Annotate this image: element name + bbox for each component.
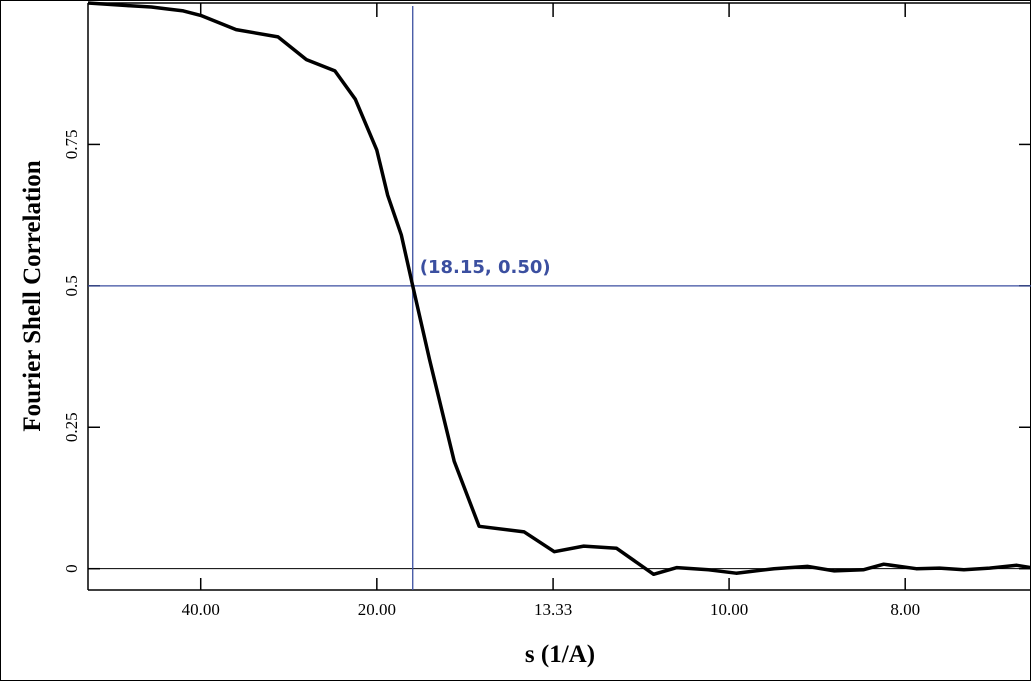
fsc-curve [87,1,1031,577]
x-tick-label: 20.00 [358,600,396,619]
x-tick-label: 40.00 [182,600,220,619]
y-tick-label: 0 [62,564,81,573]
y-ticks: 0 0.25 0.5 0.75 [62,130,1031,573]
plot-area [87,2,1031,591]
reference-lines [88,6,1031,590]
reference-annotation: (18.15, 0.50) [420,257,551,278]
y-tick-label: 0.25 [62,412,81,442]
y-axis-title: Fourier Shell Correlation [19,160,46,431]
x-ticks: 40.00 20.00 13.33 10.00 8.00 [182,3,920,619]
x-tick-label: 10.00 [710,600,748,619]
x-axis-title: s (1/A) [525,641,595,668]
x-tick-label: 8.00 [890,600,920,619]
y-tick-label: 0.5 [62,275,81,296]
series-group [87,1,1031,577]
y-tick-label: 0.75 [62,130,81,160]
x-tick-label: 13.33 [534,600,572,619]
